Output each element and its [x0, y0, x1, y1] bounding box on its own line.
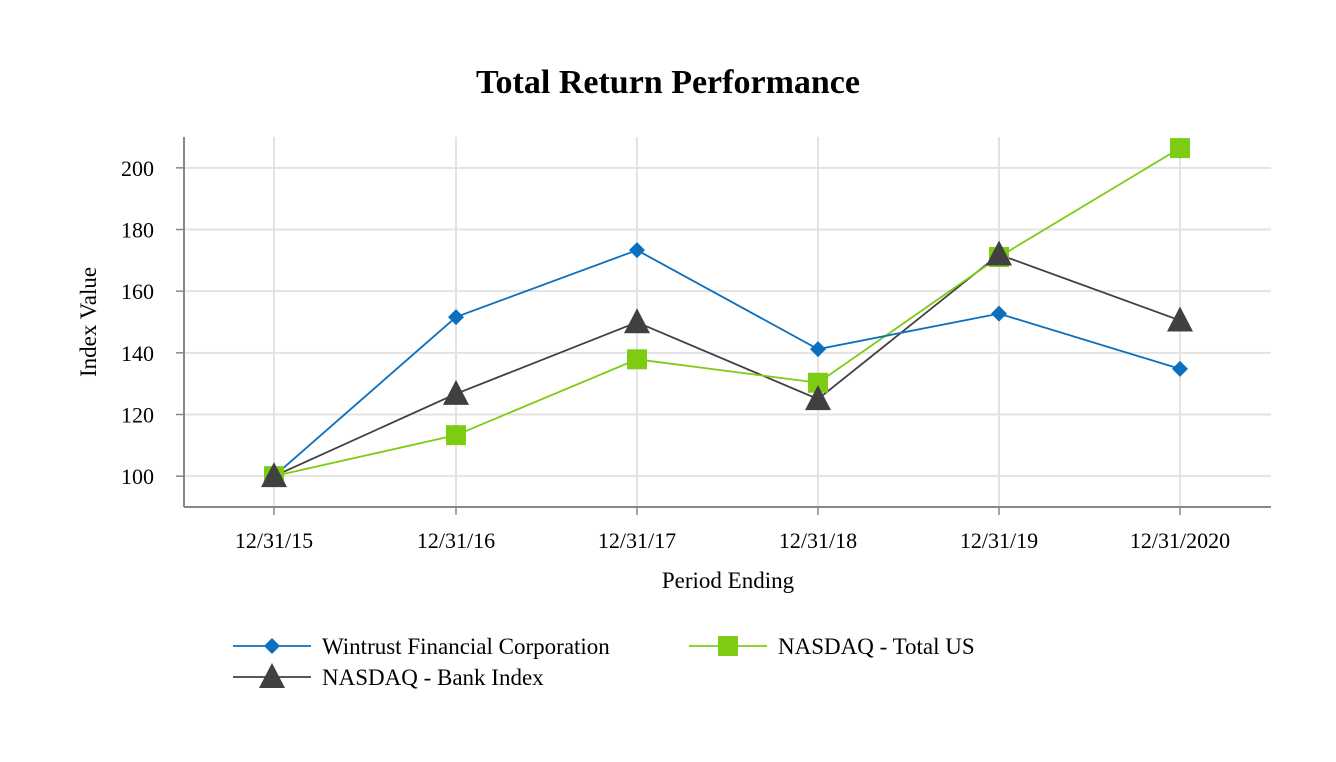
legend-label: Wintrust Financial Corporation [322, 634, 610, 659]
legend-label: NASDAQ - Bank Index [322, 665, 544, 690]
square-marker [446, 425, 466, 446]
series-triangle [273, 253, 1181, 477]
series-line [273, 147, 1181, 478]
series-diamond [273, 249, 1181, 477]
legend: Wintrust Financial Corporation NASDAQ - T… [233, 634, 975, 690]
diamond-marker [629, 242, 645, 259]
triangle-marker [986, 240, 1012, 266]
triangle-marker [805, 385, 831, 411]
y-tick-label: 100 [121, 464, 154, 489]
legend-item: Wintrust Financial Corporation [233, 634, 610, 659]
square-marker [808, 372, 828, 393]
y-tick-label: 180 [121, 218, 154, 243]
y-tick-label: 120 [121, 403, 154, 428]
diamond-marker [448, 309, 464, 326]
x-tick-label: 12/31/2020 [1130, 528, 1230, 553]
square-marker [718, 636, 738, 656]
y-tick-label: 200 [121, 156, 154, 181]
y-tick-label: 160 [121, 279, 154, 304]
series-line [273, 253, 1181, 477]
series-line [273, 249, 1181, 477]
x-tick-label: 12/31/17 [598, 528, 676, 553]
diamond-marker [1172, 360, 1188, 377]
legend-label: NASDAQ - Total US [778, 634, 975, 659]
chart-title: Total Return Performance [476, 64, 860, 101]
grid-layer [184, 137, 1271, 507]
triangle-marker [261, 462, 287, 488]
y-tick-label: 140 [121, 341, 154, 366]
x-tick-label: 12/31/15 [235, 528, 313, 553]
diamond-marker [264, 638, 280, 654]
x-tick-label: 12/31/18 [779, 528, 857, 553]
diamond-marker [991, 305, 1007, 322]
triangle-marker [259, 663, 285, 688]
legend-item: NASDAQ - Total US [689, 634, 975, 659]
triangle-marker [443, 379, 469, 405]
square-marker [627, 349, 647, 370]
series-square [273, 147, 1181, 478]
axes-layer: 100 120 140 160 180 200 12/31/15 12/31/16 12/31/… [121, 137, 1271, 553]
series-layer [261, 138, 1193, 488]
triangle-marker [624, 308, 650, 334]
y-axis-title: Index Value [76, 267, 101, 377]
diamond-marker [810, 341, 826, 358]
x-tick-label: 12/31/16 [417, 528, 495, 553]
square-marker [1170, 138, 1190, 159]
x-axis-title: Period Ending [662, 568, 795, 593]
x-tick-label: 12/31/19 [960, 528, 1038, 553]
legend-item: NASDAQ - Bank Index [233, 663, 544, 690]
triangle-marker [1167, 306, 1193, 332]
